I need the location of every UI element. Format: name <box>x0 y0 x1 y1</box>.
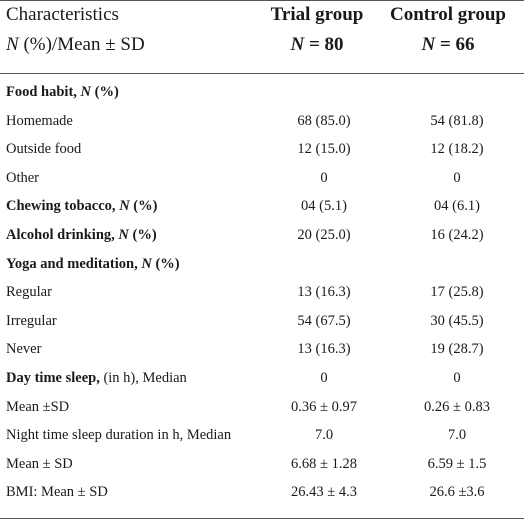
row-label: Alcohol drinking, N (%) <box>6 221 157 250</box>
header-characteristics-sub: N (%)/Mean ± SD <box>6 34 145 56</box>
header-characteristics: Characteristics <box>6 4 119 26</box>
control-value: 30 (45.5) <box>430 312 484 329</box>
row-label-suffix: (%) <box>129 198 158 215</box>
row-label: Homemade <box>6 107 73 136</box>
trial-value: 68 (85.0) <box>297 112 351 129</box>
trial-value: 0.36 ± 0.97 <box>291 398 357 415</box>
table-row: Regular 13 (16.3) 17 (25.8) <box>0 278 524 307</box>
control-value: 04 (6.1) <box>434 198 480 215</box>
trial-value: 0 <box>320 370 328 386</box>
control-value: 0.26 ± 0.83 <box>424 398 490 415</box>
trial-value: 13 (16.3) <box>297 284 351 301</box>
row-label-text: Mean ±SD <box>6 398 70 415</box>
trial-value: 26.43 ± 4.3 <box>291 484 357 501</box>
row-label: Irregular <box>6 307 57 336</box>
table-row: Irregular 54 (67.5) 30 (45.5) <box>0 307 524 336</box>
table-row: Yoga and meditation, N (%) <box>0 250 524 279</box>
row-label-text: Regular <box>6 284 52 301</box>
row-label-text: Other <box>6 169 40 186</box>
row-label: Other <box>6 164 39 193</box>
row-label: Never <box>6 335 41 364</box>
row-label-text: Outside food <box>6 141 82 158</box>
table-row: Day time sleep, (in h), Median 0 0 <box>0 364 524 393</box>
row-label-text: Yoga and meditation, <box>6 255 142 272</box>
row-label-text: Food habit, <box>6 84 81 100</box>
row-label-text: Homemade <box>6 112 73 129</box>
control-value: 6.59 ± 1.5 <box>427 455 487 472</box>
header-rule <box>0 73 524 74</box>
table-row: Never 13 (16.3) 19 (28.7) <box>0 335 524 364</box>
header-control-n: N = 66 <box>421 34 474 56</box>
row-label-suffix: (in h), Median <box>99 370 187 386</box>
row-label: Outside food <box>6 135 81 164</box>
header-n-italic: N <box>6 34 19 55</box>
table-row: Mean ± SD 6.68 ± 1.28 6.59 ± 1.5 <box>0 450 524 479</box>
row-label: Night time sleep duration in h, Median <box>6 421 231 450</box>
row-label-italic: N <box>118 227 129 243</box>
control-value: 7.0 <box>447 427 467 444</box>
table-row: Chewing tobacco, N (%) 04 (5.1) 04 (6.1) <box>0 192 524 221</box>
row-label-text: Day time sleep, <box>6 370 100 386</box>
table-row: Food habit, N (%) <box>0 78 524 107</box>
trial-value: 7.0 <box>314 427 334 444</box>
row-label-italic: N <box>80 84 92 100</box>
table-row: Mean ±SD 0.36 ± 0.97 0.26 ± 0.83 <box>0 393 524 422</box>
header-trial-group: Trial group <box>271 4 364 26</box>
table-row: Outside food 12 (15.0) 12 (18.2) <box>0 135 524 164</box>
row-label: Regular <box>6 278 52 307</box>
row-label-text: Chewing tobacco, <box>6 198 120 215</box>
row-label-suffix: (%) <box>151 255 180 272</box>
trial-value: 13 (16.3) <box>297 341 351 358</box>
control-value: 12 (18.2) <box>430 141 484 158</box>
control-value: 17 (25.8) <box>430 284 484 301</box>
top-rule <box>0 0 524 1</box>
trial-value: 20 (25.0) <box>297 227 351 243</box>
row-label: Food habit, N (%) <box>6 78 119 107</box>
trial-value: 04 (5.1) <box>301 198 347 215</box>
header-control-group-label: Control group <box>390 4 506 25</box>
control-value: 26.6 ±3.6 <box>429 484 485 501</box>
header-control-group: Control group <box>390 4 506 26</box>
header-control-n-italic: N <box>421 34 436 55</box>
table-row: Homemade 68 (85.0) 54 (81.8) <box>0 107 524 136</box>
header-trial-group-label: Trial group <box>270 4 364 25</box>
control-value: 19 (28.7) <box>430 341 484 358</box>
trial-value: 54 (67.5) <box>297 312 351 329</box>
row-label: Chewing tobacco, N (%) <box>6 192 157 221</box>
header-trial-n-italic: N <box>290 34 305 55</box>
row-label-italic: N <box>119 198 130 215</box>
table-row: Other 0 0 <box>0 164 524 193</box>
header-trial-n: N = 80 <box>290 34 343 56</box>
row-label: Mean ±SD <box>6 393 69 422</box>
row-label: Yoga and meditation, N (%) <box>6 250 180 279</box>
header-characteristics-sub-text: (%)/Mean ± SD <box>18 34 145 55</box>
row-label-text: BMI: Mean ± SD <box>6 484 108 501</box>
trial-value: 6.68 ± 1.28 <box>291 455 357 472</box>
row-label-text: Night time sleep duration in h, Median <box>6 427 232 444</box>
bottom-rule <box>0 518 524 519</box>
row-label-text: Irregular <box>6 312 57 329</box>
control-value: 16 (24.2) <box>430 227 484 243</box>
row-label-text: Alcohol drinking, <box>6 227 119 243</box>
row-label: Day time sleep, (in h), Median <box>6 364 187 393</box>
control-value: 0 <box>453 169 461 186</box>
table-row: Night time sleep duration in h, Median 7.… <box>0 421 524 450</box>
trial-value: 12 (15.0) <box>297 141 351 158</box>
row-label-text: Never <box>6 341 42 358</box>
row-label-suffix: (%) <box>91 84 119 100</box>
row-label: Mean ± SD <box>6 450 73 479</box>
table-row: BMI: Mean ± SD 26.43 ± 4.3 26.6 ±3.6 <box>0 478 524 507</box>
row-label-italic: N <box>141 255 152 272</box>
header-control-n-value: = 66 <box>435 34 475 55</box>
header-trial-n-value: = 80 <box>304 34 344 55</box>
trial-value: 0 <box>320 169 328 186</box>
row-label-text: Mean ± SD <box>6 455 73 472</box>
control-value: 54 (81.8) <box>430 112 484 129</box>
table-row: Alcohol drinking, N (%) 20 (25.0) 16 (24.2… <box>0 221 524 250</box>
row-label-suffix: (%) <box>128 227 157 243</box>
row-label: BMI: Mean ± SD <box>6 478 108 507</box>
header-characteristics-label: Characteristics <box>6 4 119 25</box>
control-value: 0 <box>453 370 461 386</box>
